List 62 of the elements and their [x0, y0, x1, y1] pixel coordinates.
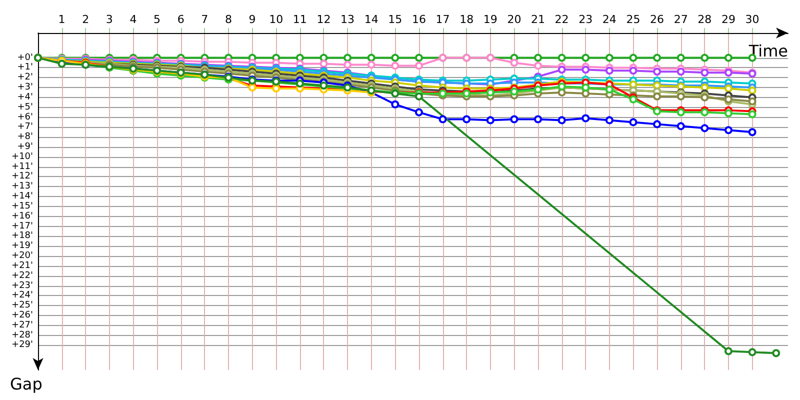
x-tick-label: 24 [602, 13, 616, 26]
y-tick-label: +23' [12, 280, 33, 291]
y-tick-label: +0' [17, 52, 33, 63]
x-tick-label: 11 [292, 13, 307, 26]
y-tick-label: +27' [12, 320, 33, 330]
y-tick-label: +21' [12, 260, 33, 271]
y-tick-label: +18' [12, 231, 33, 242]
x-tick-label: 27 [674, 13, 688, 26]
y-axis-title: Gap [10, 374, 42, 394]
x-tick-label: 5 [154, 13, 161, 26]
x-tick-label: 22 [554, 13, 569, 26]
x-tick-label: 30 [745, 13, 760, 26]
x-tick-label: 13 [340, 13, 355, 26]
y-tick-label: +29' [12, 340, 33, 350]
y-tick-label: +8' [17, 132, 33, 142]
x-tick-label: 7 [201, 13, 208, 26]
x-tick-label: 4 [130, 13, 137, 26]
x-tick-label: 29 [721, 13, 736, 26]
y-tick-label: +24' [12, 290, 33, 301]
y-tick-label: +13' [12, 182, 33, 192]
y-tick-label: +16' [12, 211, 33, 222]
x-tick-label: 10 [269, 13, 284, 26]
y-tick-label: +1' [17, 62, 33, 73]
x-tick-label: 3 [106, 13, 113, 26]
y-tick-label: +26' [12, 310, 33, 320]
x-tick-label: 25 [626, 13, 640, 26]
y-tick-label: +17' [12, 221, 33, 232]
x-tick-label: 23 [578, 13, 593, 26]
y-tick-label: +4' [17, 92, 33, 102]
x-tick-label: 6 [177, 13, 184, 26]
y-tick-label: +20' [12, 251, 33, 262]
y-tick-label: +12' [12, 172, 33, 182]
y-tick-label: +28' [12, 330, 33, 340]
x-tick-label: 18 [460, 13, 474, 26]
y-tick-label: +14' [12, 192, 33, 202]
y-tick-label: +25' [12, 300, 33, 311]
y-tick-label: +22' [12, 270, 33, 281]
x-tick-label: 9 [248, 13, 256, 26]
y-tick-label: +10' [12, 152, 33, 162]
x-tick-label: 15 [388, 13, 402, 26]
x-tick-label: 2 [82, 13, 90, 26]
x-tick-label: 14 [364, 13, 378, 26]
y-tick-label: +2' [17, 72, 33, 83]
y-tick-label: +11' [12, 162, 33, 172]
y-tick-label: +9' [17, 142, 33, 152]
x-tick-label: 1 [58, 13, 66, 26]
y-tick-label: +6' [17, 112, 33, 122]
x-tick-label: 16 [412, 13, 426, 26]
y-tick-label: +19' [12, 241, 33, 252]
x-tick-label: 21 [531, 13, 545, 26]
x-tick-label: 28 [698, 13, 712, 26]
y-tick-label: +3' [17, 82, 33, 93]
y-tick-label: +15' [12, 201, 33, 212]
x-tick-label: 20 [507, 13, 522, 26]
x-tick-label: 19 [483, 13, 498, 26]
x-axis-title: Time [748, 42, 788, 60]
x-tick-label: 12 [316, 13, 331, 26]
x-tick-label: 17 [436, 13, 450, 26]
y-tick-label: +5' [17, 102, 33, 112]
y-tick-label: +7' [17, 122, 33, 132]
x-tick-label: 8 [224, 13, 232, 26]
x-tick-label: 26 [650, 13, 664, 26]
